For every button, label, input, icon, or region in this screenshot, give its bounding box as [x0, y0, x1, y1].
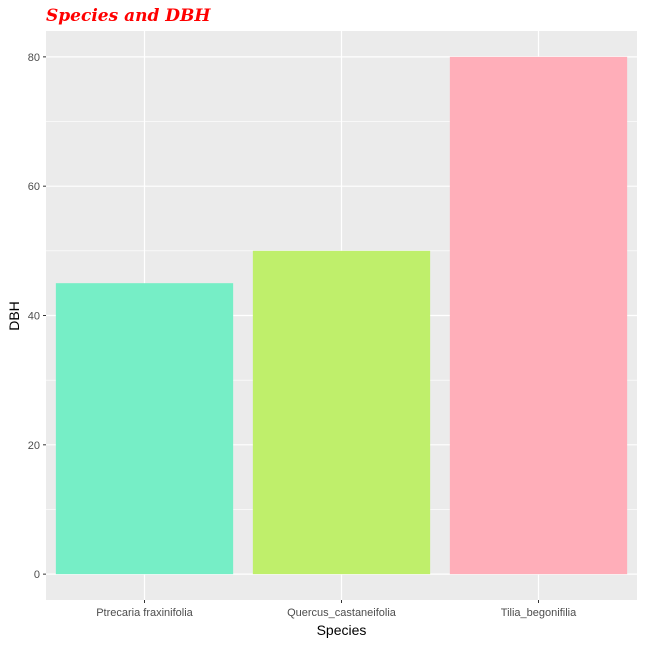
x-tick-label: Ptrecaria fraxinifolia [96, 607, 193, 619]
y-axis: 0 20 40 60 80 [28, 52, 46, 581]
y-tick-label: 40 [28, 311, 40, 323]
bar [252, 250, 431, 575]
y-axis-title: DBH [6, 301, 22, 331]
y-tick-label: 0 [34, 569, 40, 581]
x-tick-label: Tilia_begonifilia [501, 607, 577, 619]
y-tick-label: 60 [28, 181, 40, 193]
y-tick-label: 20 [28, 440, 40, 452]
x-tick-label: Quercus_castaneifolia [287, 607, 397, 619]
bar [449, 56, 628, 575]
x-axis-title: Species [317, 622, 367, 638]
bar [55, 283, 234, 575]
x-axis: Ptrecaria fraxinifolia Quercus_castaneifo… [96, 600, 577, 619]
y-tick-label: 80 [28, 52, 40, 64]
bars-group [55, 56, 628, 575]
chart-title: Species and DBH [46, 6, 211, 26]
